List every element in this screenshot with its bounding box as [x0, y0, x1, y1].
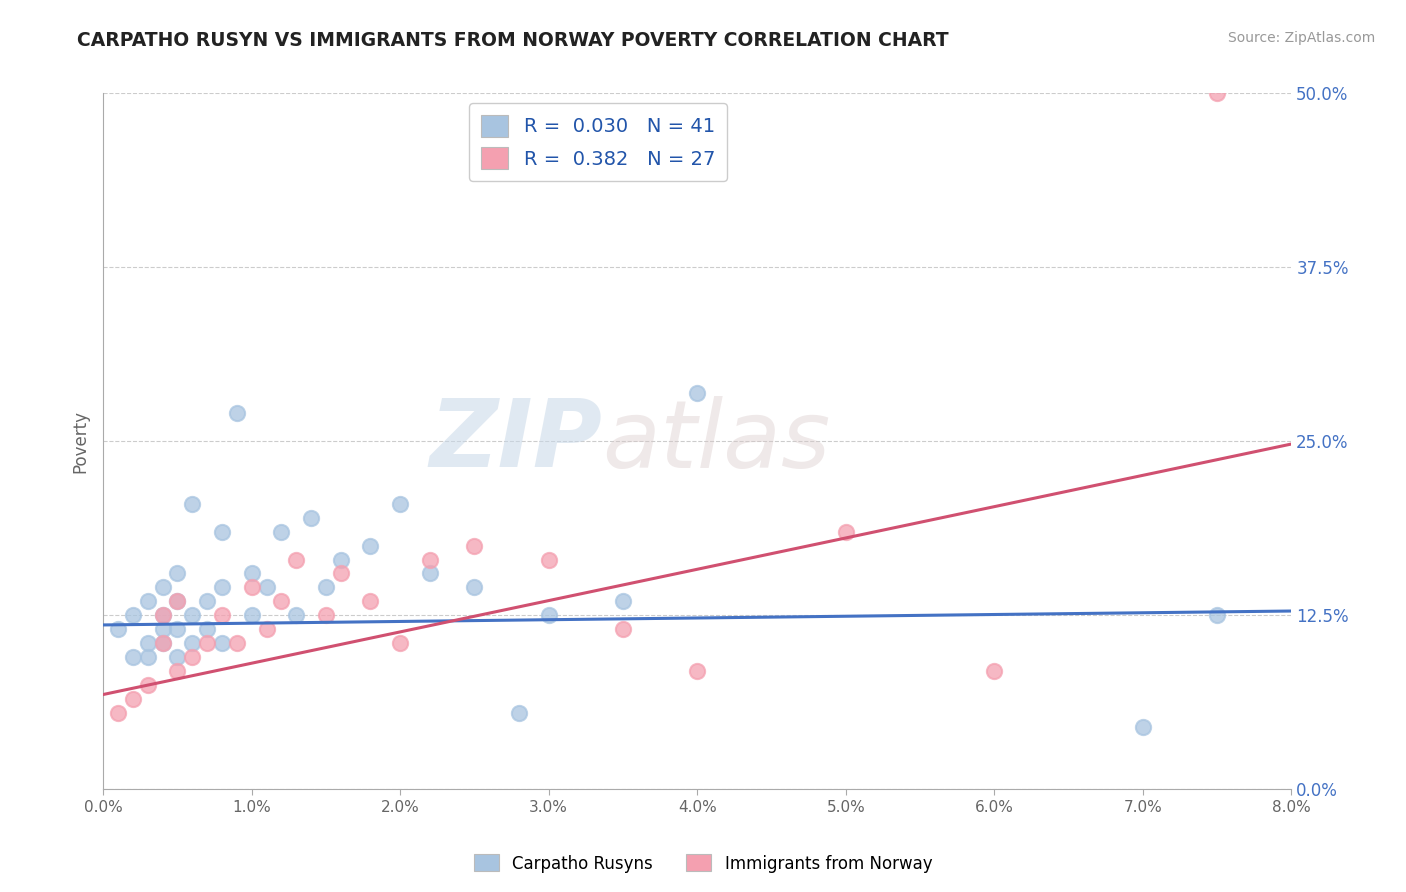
- Point: [107, 706, 129, 720]
- Point: [299, 510, 322, 524]
- Point: [256, 580, 278, 594]
- Legend: R =  0.030   N = 41, R =  0.382   N = 27: R = 0.030 N = 41, R = 0.382 N = 27: [470, 103, 727, 181]
- Point: [612, 594, 634, 608]
- Y-axis label: Poverty: Poverty: [72, 409, 89, 473]
- Point: [612, 622, 634, 636]
- Point: [211, 580, 233, 594]
- Point: [508, 706, 530, 720]
- Point: [166, 594, 188, 608]
- Point: [181, 497, 204, 511]
- Text: CARPATHO RUSYN VS IMMIGRANTS FROM NORWAY POVERTY CORRELATION CHART: CARPATHO RUSYN VS IMMIGRANTS FROM NORWAY…: [77, 31, 949, 50]
- Text: Source: ZipAtlas.com: Source: ZipAtlas.com: [1227, 31, 1375, 45]
- Point: [835, 524, 858, 539]
- Legend: Carpatho Rusyns, Immigrants from Norway: Carpatho Rusyns, Immigrants from Norway: [467, 847, 939, 880]
- Point: [686, 664, 709, 678]
- Point: [211, 524, 233, 539]
- Point: [166, 566, 188, 581]
- Point: [136, 594, 159, 608]
- Point: [329, 552, 352, 566]
- Point: [121, 691, 143, 706]
- Point: [240, 580, 263, 594]
- Point: [463, 580, 485, 594]
- Point: [166, 649, 188, 664]
- Point: [1206, 608, 1229, 623]
- Point: [686, 385, 709, 400]
- Point: [107, 622, 129, 636]
- Point: [537, 552, 560, 566]
- Point: [181, 608, 204, 623]
- Point: [152, 608, 174, 623]
- Point: [270, 594, 292, 608]
- Point: [359, 539, 381, 553]
- Point: [419, 552, 441, 566]
- Point: [195, 594, 218, 608]
- Point: [315, 580, 337, 594]
- Point: [389, 636, 412, 650]
- Point: [121, 649, 143, 664]
- Point: [166, 622, 188, 636]
- Point: [537, 608, 560, 623]
- Point: [225, 406, 247, 420]
- Point: [136, 649, 159, 664]
- Point: [240, 608, 263, 623]
- Point: [211, 636, 233, 650]
- Point: [315, 608, 337, 623]
- Point: [121, 608, 143, 623]
- Point: [195, 636, 218, 650]
- Point: [166, 594, 188, 608]
- Point: [389, 497, 412, 511]
- Point: [152, 608, 174, 623]
- Point: [152, 580, 174, 594]
- Point: [136, 678, 159, 692]
- Point: [359, 594, 381, 608]
- Point: [136, 636, 159, 650]
- Point: [285, 608, 308, 623]
- Point: [152, 636, 174, 650]
- Point: [181, 636, 204, 650]
- Point: [270, 524, 292, 539]
- Point: [240, 566, 263, 581]
- Point: [211, 608, 233, 623]
- Text: ZIP: ZIP: [429, 395, 602, 487]
- Point: [983, 664, 1005, 678]
- Point: [181, 649, 204, 664]
- Point: [152, 622, 174, 636]
- Point: [285, 552, 308, 566]
- Point: [463, 539, 485, 553]
- Point: [256, 622, 278, 636]
- Point: [1132, 719, 1154, 733]
- Text: atlas: atlas: [602, 396, 831, 487]
- Point: [166, 664, 188, 678]
- Point: [419, 566, 441, 581]
- Point: [225, 636, 247, 650]
- Point: [195, 622, 218, 636]
- Point: [152, 636, 174, 650]
- Point: [1206, 87, 1229, 101]
- Point: [329, 566, 352, 581]
